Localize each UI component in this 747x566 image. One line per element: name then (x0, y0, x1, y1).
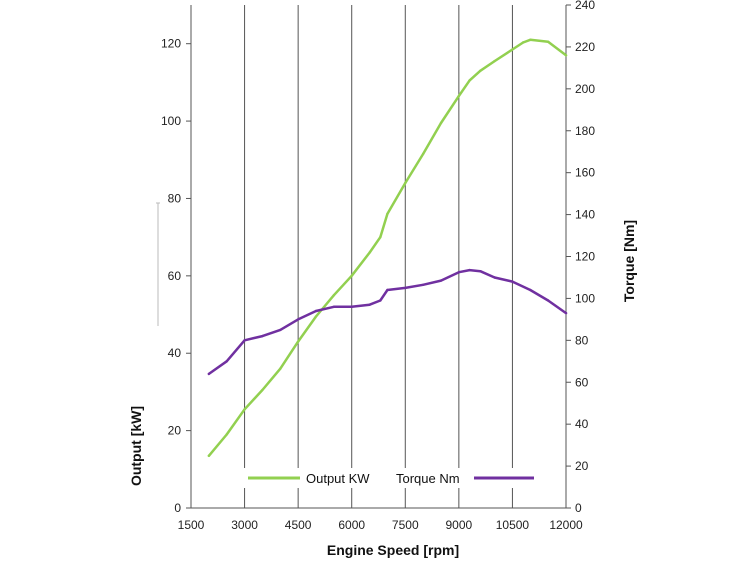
data-point-output (243, 408, 246, 411)
legend-background (242, 468, 542, 488)
x-tick-label: 7500 (392, 518, 419, 532)
data-point-torque (564, 311, 568, 315)
data-point-output (421, 152, 425, 156)
data-point-torque (332, 305, 336, 308)
data-point-torque (379, 299, 382, 302)
data-point-torque (457, 271, 461, 274)
y-left-tick-label: 120 (161, 37, 181, 51)
y-right-tick-label: 160 (575, 166, 595, 180)
data-point-torque (479, 270, 482, 273)
data-point-torque (468, 268, 471, 272)
x-tick-label: 10500 (496, 518, 530, 532)
data-point-torque (493, 276, 496, 279)
y-right-tick-label: 60 (575, 375, 589, 389)
y-left-tick-label: 40 (168, 346, 182, 360)
x-tick-label: 9000 (446, 518, 473, 532)
y-right-tick-label: 180 (575, 124, 595, 138)
data-point-output (386, 212, 389, 216)
y-left-tick-label: 20 (168, 424, 182, 438)
data-point-output (521, 41, 525, 44)
y-left-tick-label: 0 (174, 501, 181, 515)
y-right-tick-label: 40 (575, 417, 589, 431)
x-tick-label: 1500 (178, 518, 205, 532)
data-point-output (350, 274, 353, 277)
y-axis-right-title: Torque [Nm] (621, 220, 637, 302)
data-point-output (479, 69, 482, 73)
data-point-torque (546, 299, 550, 302)
y-right-tick-label: 80 (575, 333, 589, 347)
data-point-output (404, 181, 407, 185)
x-tick-label: 4500 (285, 518, 312, 532)
data-point-torque (296, 318, 300, 321)
data-point-output (314, 315, 318, 318)
data-point-output (261, 388, 264, 392)
data-point-output (296, 340, 300, 343)
data-point-output (493, 59, 496, 63)
data-point-torque (511, 280, 514, 283)
data-point-torque (421, 283, 425, 286)
legend-label-torque: Torque Nm (396, 471, 460, 486)
legend: Output KW Torque Nm (242, 468, 542, 488)
grid-layer (190, 5, 567, 508)
y-left-tick-label: 60 (168, 269, 182, 283)
data-point-torque (279, 328, 282, 332)
data-point-torque (225, 360, 228, 363)
y-right-tick-label: 120 (575, 250, 595, 264)
data-point-torque (368, 303, 371, 306)
data-point-output (439, 121, 443, 125)
x-axis-title: Engine Speed [rpm] (327, 542, 459, 558)
y-right-tick-label: 220 (575, 40, 595, 54)
axis-layer: 1500 3000 4500 6000 7500 9000 10500 12000 0 20 40 6… (156, 0, 595, 532)
data-point-torque (386, 288, 389, 292)
y-left-tick-label: 100 (161, 114, 181, 128)
data-point-torque (404, 286, 407, 290)
x-tick-label: 12000 (549, 518, 583, 532)
data-point-output (379, 236, 382, 239)
data-point-output (511, 48, 514, 51)
y-axis-left-title: Output [kW] (128, 406, 144, 486)
data-point-output (468, 79, 471, 82)
data-point-output (279, 367, 282, 370)
series-line-output (207, 38, 568, 458)
data-point-output (529, 38, 532, 41)
data-point-output (564, 54, 568, 57)
x-tick-label: 6000 (338, 518, 365, 532)
data-point-torque (529, 288, 532, 292)
data-point-torque (314, 309, 318, 313)
data-point-output (368, 251, 371, 254)
data-point-output (457, 94, 461, 98)
y-right-tick-label: 20 (575, 459, 589, 473)
data-point-torque (261, 334, 264, 338)
data-point-output (546, 40, 550, 43)
data-point-output (225, 433, 228, 436)
series-layer (207, 38, 568, 458)
data-point-torque (243, 339, 246, 342)
legend-label-output: Output KW (306, 471, 370, 486)
x-tick-label: 3000 (231, 518, 258, 532)
y-left-tick-label: 80 (168, 191, 182, 205)
data-point-output (207, 454, 211, 457)
data-point-torque (207, 372, 211, 376)
data-point-torque (439, 279, 443, 282)
y-right-tick-label: 200 (575, 82, 595, 96)
y-right-tick-label: 140 (575, 208, 595, 222)
y-right-tick-label: 0 (575, 501, 582, 515)
y-right-tick-label: 240 (575, 0, 595, 12)
data-point-output (332, 294, 336, 297)
y-right-tick-label: 100 (575, 291, 595, 305)
data-point-torque (350, 305, 353, 308)
